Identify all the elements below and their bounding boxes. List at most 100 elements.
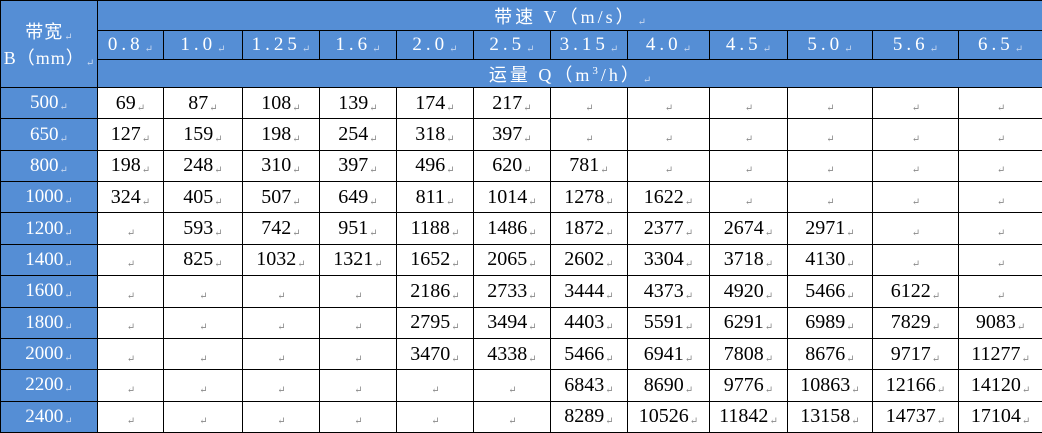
- capacity-cell: [709, 149, 788, 183]
- capacity-cell: [709, 118, 788, 151]
- capacity-cell: 1032: [242, 243, 320, 277]
- capacity-cell: 9083: [957, 306, 1042, 339]
- capacity-cell: 11277: [957, 337, 1042, 371]
- capacity-cell: 3718: [709, 243, 788, 277]
- capacity-cell: [319, 275, 397, 308]
- capacity-cell: [957, 149, 1042, 183]
- capacity-cell: 7808: [709, 337, 788, 371]
- capacity-cell: 127: [97, 118, 164, 151]
- capacity-value: [430, 374, 439, 396]
- capacity-value: [353, 280, 362, 302]
- capacity-value: 5466: [564, 343, 613, 365]
- speed-value: 3.15: [560, 34, 619, 55]
- belt-width-cell: 800: [0, 149, 98, 183]
- belt-width-cell: 2400: [0, 400, 98, 433]
- belt-width-unit: B（mm）: [2, 44, 97, 70]
- capacity-value: 1321: [333, 248, 382, 270]
- capacity-value: 9717: [891, 343, 940, 365]
- capacity-value: 620: [492, 154, 531, 176]
- capacity-value: 5591: [644, 311, 693, 333]
- capacity-cell: 318: [396, 118, 474, 151]
- capacity-value: [825, 154, 834, 176]
- capacity-value: 14120: [971, 374, 1030, 396]
- capacity-cell: 2186: [396, 275, 474, 308]
- capacity-cell: 1622: [627, 181, 710, 214]
- capacity-cell: 9717: [872, 337, 959, 371]
- capacity-cell: [473, 400, 551, 433]
- capacity-value: 6843: [564, 374, 613, 396]
- capacity-value: 1014: [487, 186, 536, 208]
- capacity-value: 507: [261, 186, 300, 208]
- capacity-cell: 4920: [709, 275, 788, 308]
- belt-width-cell: 1400: [0, 243, 98, 277]
- capacity-cell: 6843: [550, 369, 628, 402]
- capacity-cell: [97, 243, 164, 277]
- capacity-cell: 1278: [550, 181, 628, 214]
- capacity-cell: 1486: [473, 212, 551, 245]
- capacity-cell: 593: [163, 212, 243, 245]
- belt-width-value: 500: [30, 92, 68, 113]
- speed-header-cell: 5.0: [787, 30, 873, 60]
- capacity-value: [911, 217, 920, 239]
- capacity-cell: 6941: [627, 337, 710, 371]
- capacity-value: 2602: [564, 248, 613, 270]
- capacity-cell: [396, 369, 474, 402]
- capacity-value: 3718: [724, 248, 773, 270]
- capacity-value: 174: [415, 92, 454, 114]
- speed-header-cell: 2.0: [396, 30, 474, 60]
- capacity-value: 3494: [487, 311, 536, 333]
- belt-width-cell: 650: [0, 118, 98, 151]
- capacity-cell: [872, 149, 959, 183]
- capacity-cell: 6989: [787, 306, 873, 339]
- capacity-value: [996, 92, 1005, 114]
- capacity-cell: [97, 306, 164, 339]
- capacity-value: [996, 217, 1005, 239]
- capacity-cell: [242, 400, 320, 433]
- capacity-value: [276, 343, 285, 365]
- capacity-value: 254: [338, 123, 377, 145]
- capacity-value: 4403: [564, 311, 613, 333]
- capacity-cell: 324: [97, 181, 164, 214]
- speed-value: 1.0: [180, 34, 225, 55]
- capacity-label: 运量 Q（m3/h）: [489, 65, 651, 85]
- capacity-value: [825, 123, 834, 145]
- capacity-value: 17104: [971, 405, 1030, 427]
- table-row: 500 69 87 108 139 174 217: [0, 86, 1042, 120]
- speed-value: 4.0: [646, 34, 691, 55]
- capacity-cell: [163, 275, 243, 308]
- speed-value: 1.6: [335, 34, 380, 55]
- belt-width-value: 2400: [25, 406, 72, 427]
- capacity-value: 5466: [805, 280, 854, 302]
- capacity-value: 8289: [564, 405, 613, 427]
- capacity-cell: [319, 369, 397, 402]
- capacity-value: 1278: [564, 186, 613, 208]
- capacity-value: [996, 154, 1005, 176]
- capacity-cell: 3494: [473, 306, 551, 339]
- capacity-value: [126, 248, 135, 270]
- capacity-cell: 2065: [473, 243, 551, 277]
- belt-width-header: 带宽 B（mm）: [0, 0, 98, 88]
- capacity-value: [276, 405, 285, 427]
- speed-header-cell: 1.6: [319, 30, 397, 60]
- table-row: 2400 8289 10526 11842 13158 14737 17104: [0, 400, 1042, 433]
- belt-width-value: 1600: [25, 280, 72, 301]
- belt-width-value: 800: [30, 155, 68, 176]
- capacity-value: [996, 123, 1005, 145]
- capacity-value: [198, 374, 207, 396]
- capacity-value: [744, 92, 753, 114]
- capacity-cell: [242, 306, 320, 339]
- capacity-cell: [97, 337, 164, 371]
- capacity-value: 69: [116, 92, 145, 114]
- capacity-value: [198, 405, 207, 427]
- capacity-value: 9776: [724, 374, 773, 396]
- capacity-cell: 254: [319, 118, 397, 151]
- capacity-value: [126, 280, 135, 302]
- capacity-value: 87: [188, 92, 217, 114]
- capacity-cell: 6122: [872, 275, 959, 308]
- capacity-value: [198, 311, 207, 333]
- capacity-cell: 397: [473, 118, 551, 151]
- capacity-cell: [550, 86, 628, 120]
- capacity-value: 13158: [800, 405, 859, 427]
- capacity-cell: 10526: [627, 400, 710, 433]
- capacity-cell: 7829: [872, 306, 959, 339]
